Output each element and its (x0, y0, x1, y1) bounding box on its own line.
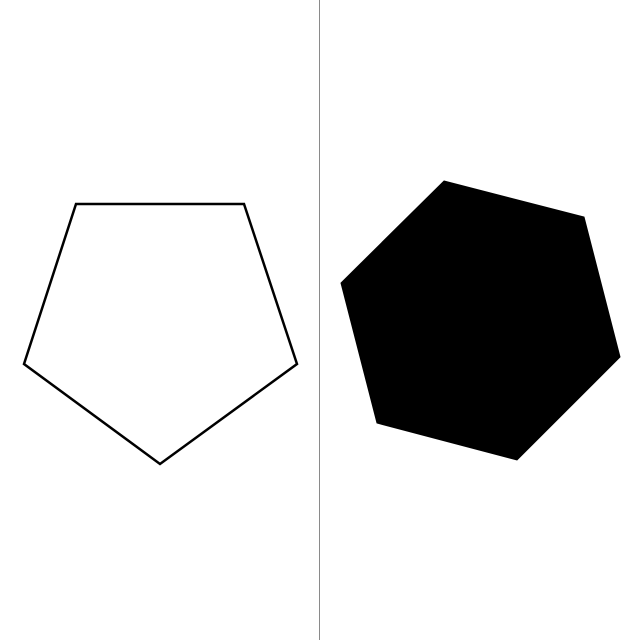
center-divider (319, 0, 320, 640)
right-panel-svg (340, 180, 621, 461)
right-panel (320, 0, 640, 640)
left-panel (22, 202, 299, 466)
outlined-pentagon (22, 202, 299, 466)
filled-hexagon (340, 180, 621, 461)
left-panel-svg (22, 202, 299, 466)
